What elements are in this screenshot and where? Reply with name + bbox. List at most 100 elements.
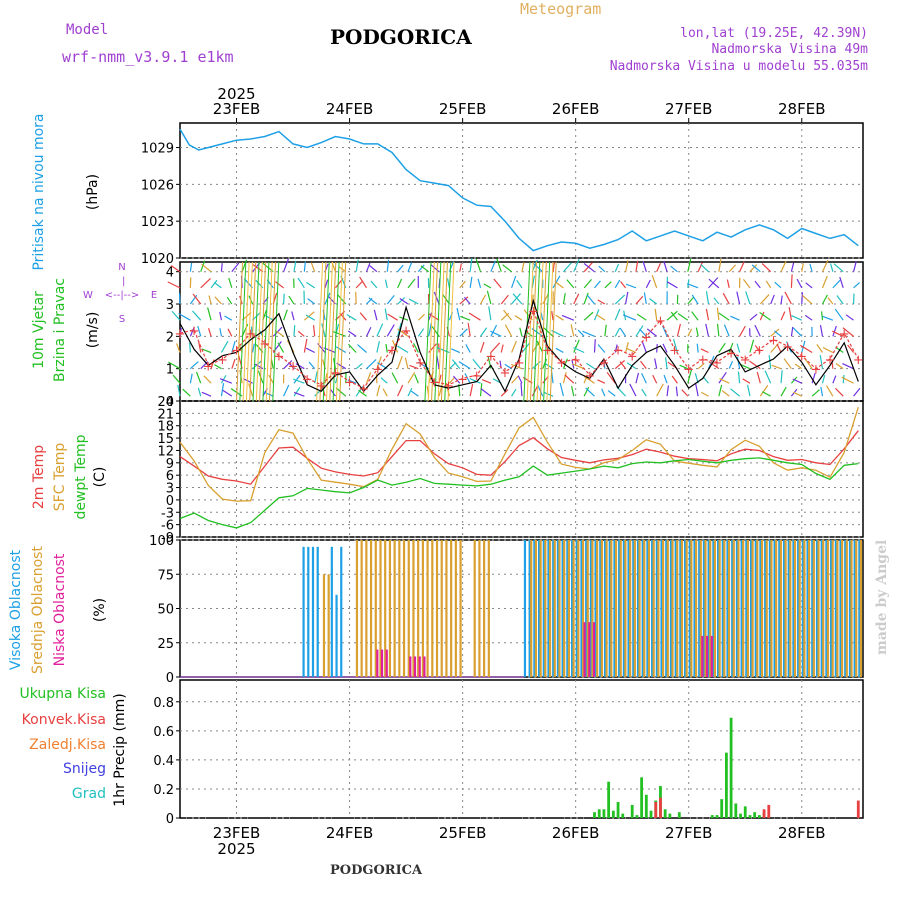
wind-arrow [453, 375, 461, 384]
pressure-line [179, 128, 859, 252]
wind-arrow [607, 390, 616, 397]
wind-arrow [793, 391, 803, 397]
wind-arrow [646, 328, 658, 337]
wind-arrow [586, 294, 595, 305]
wind-arrow [314, 387, 324, 397]
wind-arrow [853, 387, 861, 397]
model-elevation-text: Nadmorska Visina u modelu 55.035m [610, 59, 868, 74]
wind-arrow [283, 360, 293, 370]
wind-arrow [801, 292, 803, 305]
wind-speed-line [179, 298, 859, 393]
wind-gust-stroke [236, 261, 244, 402]
cloud-high-bar [848, 540, 852, 677]
wind-arrow [770, 328, 780, 337]
tick-label: 100 [149, 534, 174, 549]
wind-arrow [745, 291, 751, 305]
wind-arrow [596, 314, 606, 321]
wind-gust-stroke [523, 261, 531, 402]
wind-arrow [365, 372, 372, 384]
wind-arrow [663, 374, 668, 384]
wind-arrow [355, 291, 357, 305]
wind-arrow [835, 387, 844, 397]
wind-arrow [551, 310, 554, 321]
cloud-high-bar [684, 540, 687, 677]
cloud-high-bar [660, 540, 663, 677]
wind-arrow [746, 384, 751, 397]
wind-arrow [310, 262, 316, 272]
wind-arrow [832, 279, 841, 289]
wind-arrow [480, 327, 488, 337]
wind-arrow [386, 324, 395, 337]
cloud-high-bar [316, 546, 319, 677]
precip-total-bar [611, 810, 615, 818]
wind-gust-marker: + [839, 327, 850, 342]
wind-arrow [203, 375, 212, 384]
wind-arrow [365, 262, 371, 272]
wind-arrow [649, 298, 658, 305]
cloud-mid-bar [709, 540, 712, 677]
cloud-low-bar [376, 649, 379, 677]
wind-arrow [521, 262, 525, 272]
wind-arrow [827, 297, 834, 305]
wind-arrow [583, 292, 589, 305]
wind-arrow [642, 261, 647, 272]
wind-arrow [384, 308, 388, 321]
wind-arrow [324, 279, 329, 289]
wind-arrow [531, 385, 539, 397]
cloud-mid-bar [803, 540, 806, 677]
cloud-low-bar [409, 656, 412, 677]
cloud-mid-bar [685, 540, 688, 677]
wind-arrow [700, 348, 709, 354]
wind-arrow [583, 374, 588, 384]
cloud-high-bar [552, 540, 555, 677]
wind-arrow [842, 374, 845, 384]
wind-arrow [451, 348, 461, 354]
precip-total-bar [616, 802, 620, 818]
wind-arrow [641, 388, 647, 397]
cloud-high-bar [542, 540, 545, 677]
wind-arrow [469, 258, 473, 272]
cloud-mid-bar [596, 540, 599, 677]
cloud-high-bar [599, 540, 602, 677]
cloud-high-bar [858, 540, 861, 677]
cloud-mid-bar [746, 540, 749, 677]
wind-arrow [754, 345, 761, 353]
wind-arrow [283, 309, 288, 321]
wind-gust-marker: + [782, 340, 793, 355]
wind-arrow [670, 265, 678, 273]
wind-arrow [791, 315, 803, 321]
wind-arrow [472, 358, 481, 370]
wind-arrow [291, 311, 295, 321]
meteogram-title: Meteogram [520, 0, 601, 18]
wind-arrow [459, 328, 468, 337]
cloud-mid-bar [591, 540, 594, 677]
wind-arrow [414, 374, 419, 384]
wind-arrow [210, 279, 218, 289]
wind-arrow [512, 293, 523, 305]
wind-arrow [804, 314, 813, 321]
wind-arrow [293, 325, 296, 337]
tick-label: 1 [166, 363, 174, 378]
date-label-top: 23FEB [213, 100, 260, 118]
wind-arrow [490, 324, 498, 337]
cloud-mid-bar [610, 540, 613, 677]
wind-arrow [663, 260, 668, 272]
wind-arrow [347, 343, 357, 353]
wind-arrow [619, 361, 627, 370]
precip-total-bar [677, 812, 681, 818]
wind-gust-marker: + [528, 304, 539, 319]
precip-conv-bar [767, 804, 771, 818]
wind-arrow [625, 283, 637, 289]
cloud-mid-bar [435, 540, 439, 677]
wind-arrow [774, 330, 782, 337]
cloud-mid-bar [718, 540, 721, 677]
wind-arrow [178, 312, 191, 321]
cloud-high-bar [820, 540, 823, 677]
tick-label: 6 [166, 469, 174, 484]
precip-total-bar [597, 809, 601, 818]
date-label-bottom: 24FEB [326, 824, 373, 842]
wind-arrow [201, 263, 212, 273]
wind-arrow [347, 330, 357, 337]
legend-entry: Snijeg [63, 761, 106, 777]
wind-arrow [490, 260, 496, 272]
